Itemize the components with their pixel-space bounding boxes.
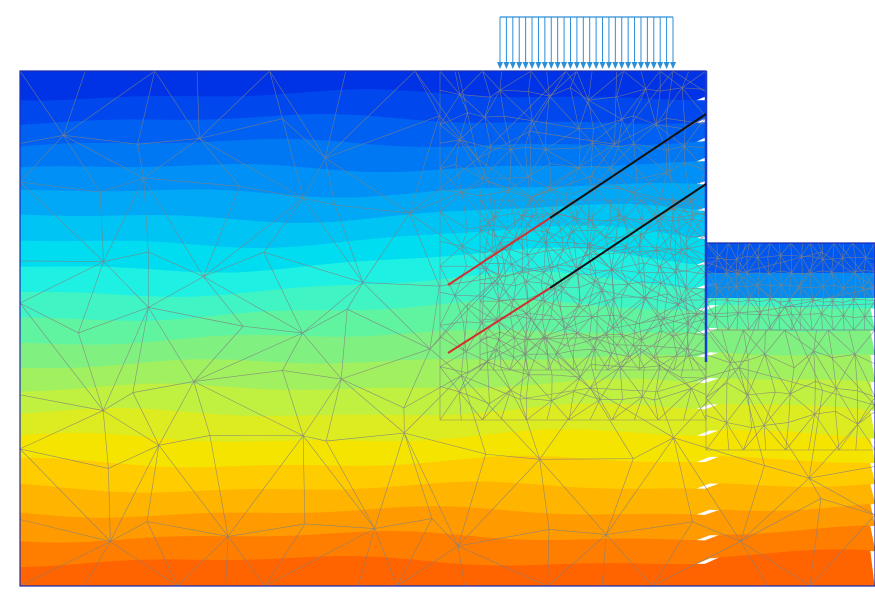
soil-contours bbox=[20, 71, 875, 586]
contour-band bbox=[20, 549, 875, 586]
load-arrow-head bbox=[516, 62, 523, 69]
distributed-load bbox=[497, 16, 676, 69]
load-arrow-head bbox=[561, 62, 568, 69]
load-arrow-head bbox=[663, 62, 670, 69]
ground-anchors bbox=[447, 113, 707, 354]
lower-anchor bbox=[447, 183, 707, 354]
anchor-grout-body bbox=[447, 287, 551, 354]
load-arrow-head bbox=[670, 62, 676, 69]
load-arrow-head bbox=[612, 62, 619, 69]
mesh-elements bbox=[705, 329, 875, 451]
load-arrow-head bbox=[541, 62, 548, 69]
load-arrow-head bbox=[509, 62, 516, 69]
load-arrow-head bbox=[522, 62, 529, 69]
contour-band bbox=[706, 243, 875, 273]
load-arrow-head bbox=[497, 62, 503, 69]
upper-anchor bbox=[447, 113, 707, 286]
anchor-free-length bbox=[549, 113, 707, 219]
load-arrow-head bbox=[657, 62, 664, 69]
load-arrow-head bbox=[548, 62, 555, 69]
load-arrow-head bbox=[573, 62, 580, 69]
load-arrow-head bbox=[554, 62, 561, 69]
load-arrow-head bbox=[625, 62, 632, 69]
load-arrow-head bbox=[599, 62, 606, 69]
load-arrow-head bbox=[644, 62, 651, 69]
load-arrow-head bbox=[586, 62, 593, 69]
load-arrow-head bbox=[631, 62, 638, 69]
load-arrow-head bbox=[605, 62, 612, 69]
anchor-grout-body bbox=[447, 217, 551, 286]
load-arrow-head bbox=[618, 62, 625, 69]
load-arrow-head bbox=[650, 62, 657, 69]
mesh-elements bbox=[479, 199, 707, 371]
load-arrow-head bbox=[535, 62, 542, 69]
load-arrow-head bbox=[529, 62, 536, 69]
load-arrow-head bbox=[503, 62, 510, 69]
load-arrow-head bbox=[567, 62, 574, 69]
anchor-free-length bbox=[549, 183, 707, 289]
load-arrow-head bbox=[593, 62, 600, 69]
mesh-elements bbox=[439, 71, 707, 421]
load-arrow-head bbox=[637, 62, 644, 69]
load-arrow-head bbox=[580, 62, 587, 69]
